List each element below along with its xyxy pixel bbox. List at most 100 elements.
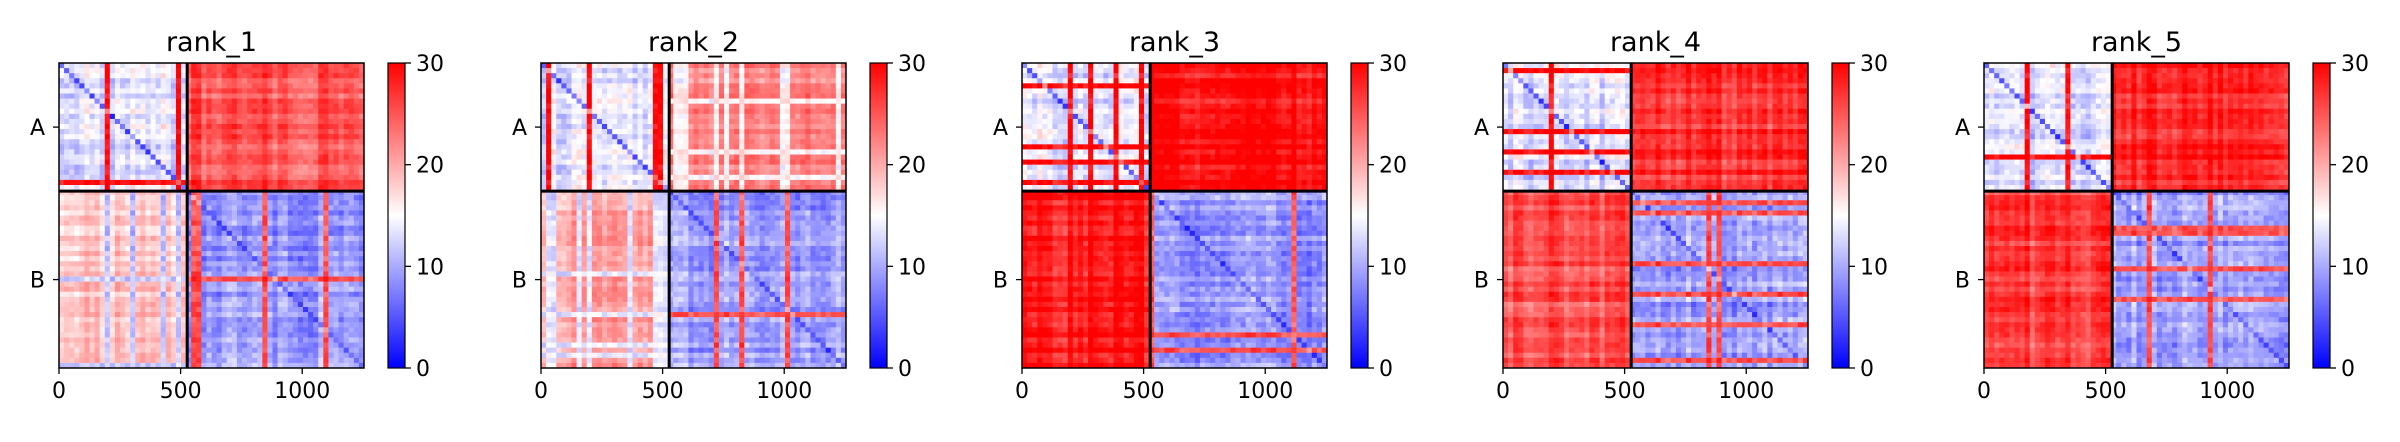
heatmap-cell — [206, 149, 212, 155]
heatmap-cell — [597, 119, 603, 125]
heatmap-cell — [237, 124, 243, 130]
heatmap-cell — [267, 200, 273, 206]
heatmap-cell — [349, 231, 355, 237]
heatmap-cell — [328, 292, 334, 298]
heatmap-cell — [206, 124, 212, 130]
heatmap-cell — [110, 205, 116, 211]
heatmap-cell — [561, 63, 567, 69]
heatmap-cell — [267, 271, 273, 277]
heatmap-cell — [278, 210, 284, 216]
heatmap-cell — [313, 139, 319, 145]
heatmap-cell — [212, 104, 218, 110]
heatmap-cell — [339, 261, 345, 267]
heatmap-cell — [135, 226, 141, 232]
heatmap-cell — [100, 165, 106, 171]
heatmap-cell — [95, 266, 101, 272]
heatmap-cell — [790, 129, 796, 135]
heatmap-cell — [105, 348, 111, 354]
heatmap-cell — [237, 180, 243, 186]
heatmap-cell — [339, 241, 345, 247]
heatmap-cell — [734, 139, 740, 145]
heatmap-cell — [344, 348, 350, 354]
heatmap-cell — [293, 170, 299, 176]
heatmap-cell — [298, 195, 304, 201]
heatmap-cell — [120, 63, 126, 69]
heatmap-cell — [161, 261, 167, 267]
heatmap-cell — [561, 155, 567, 161]
heatmap-cell — [166, 282, 172, 288]
heatmap-cell — [816, 94, 822, 100]
heatmap-cell — [135, 94, 141, 100]
heatmap-cell — [831, 109, 837, 115]
heatmap-cell — [810, 83, 816, 89]
heatmap-cell — [597, 129, 603, 135]
heatmap-cell — [556, 73, 562, 79]
heatmap-cell — [242, 353, 248, 359]
heatmap-cell — [648, 149, 654, 155]
heatmap-cell — [612, 160, 618, 166]
heatmap-cell — [622, 114, 628, 120]
heatmap-cell — [354, 241, 360, 247]
heatmap-cell — [125, 149, 131, 155]
heatmap-cell — [561, 124, 567, 130]
heatmap-cell — [283, 94, 289, 100]
heatmap-cell — [257, 73, 263, 79]
heatmap-cell — [354, 343, 360, 349]
heatmap-cell — [100, 246, 106, 252]
heatmap-cell — [612, 63, 618, 69]
heatmap-cell — [247, 83, 253, 89]
heatmap-cell — [810, 170, 816, 176]
heatmap-cell — [795, 99, 801, 105]
heatmap-cell — [140, 266, 146, 272]
heatmap-cell — [354, 160, 360, 166]
heatmap-cell — [257, 307, 263, 313]
heatmap-cell — [95, 236, 101, 242]
heatmap-cell — [810, 63, 816, 69]
heatmap-cell — [262, 129, 268, 135]
heatmap-cell — [242, 236, 248, 242]
heatmap-cell — [105, 104, 111, 110]
heatmap-cell — [212, 221, 218, 227]
heatmap-cell — [831, 165, 837, 171]
heatmap-cell — [313, 348, 319, 354]
heatmap-cell — [59, 302, 65, 308]
heatmap-cell — [273, 124, 279, 130]
heatmap-cell — [140, 353, 146, 359]
heatmap-cell — [744, 149, 750, 155]
heatmap-cell — [156, 144, 162, 150]
heatmap-cell — [64, 94, 70, 100]
heatmap-cell — [161, 226, 167, 232]
heatmap-cell — [110, 287, 116, 293]
heatmap-cell — [770, 109, 776, 115]
heatmap-cell — [273, 170, 279, 176]
heatmap-cell — [354, 327, 360, 333]
heatmap-cell — [587, 99, 593, 105]
heatmap-cell — [278, 155, 284, 161]
heatmap-cell — [267, 297, 273, 303]
heatmap-cell — [130, 231, 136, 237]
heatmap-cell — [334, 155, 340, 161]
heatmap-cell — [556, 94, 562, 100]
heatmap-cell — [95, 241, 101, 247]
heatmap-cell — [262, 297, 268, 303]
heatmap-cell — [273, 302, 279, 308]
heatmap-cell — [252, 200, 258, 206]
heatmap-cell — [344, 124, 350, 130]
heatmap-cell — [166, 210, 172, 216]
heatmap-cell — [232, 129, 238, 135]
heatmap-cell — [739, 149, 745, 155]
heatmap-cell — [587, 144, 593, 150]
heatmap-cell — [739, 160, 745, 166]
heatmap-cell — [293, 216, 299, 222]
heatmap-cell — [313, 88, 319, 94]
heatmap-cell — [577, 175, 583, 181]
heatmap-cell — [298, 200, 304, 206]
heatmap-cell — [125, 256, 131, 262]
heatmap-cell — [105, 155, 111, 161]
heatmap-cell — [120, 200, 126, 206]
heatmap-cell — [836, 78, 842, 84]
heatmap-cell — [354, 210, 360, 216]
heatmap-cell — [283, 180, 289, 186]
heatmap-cell — [171, 343, 177, 349]
heatmap-cell — [212, 63, 218, 69]
